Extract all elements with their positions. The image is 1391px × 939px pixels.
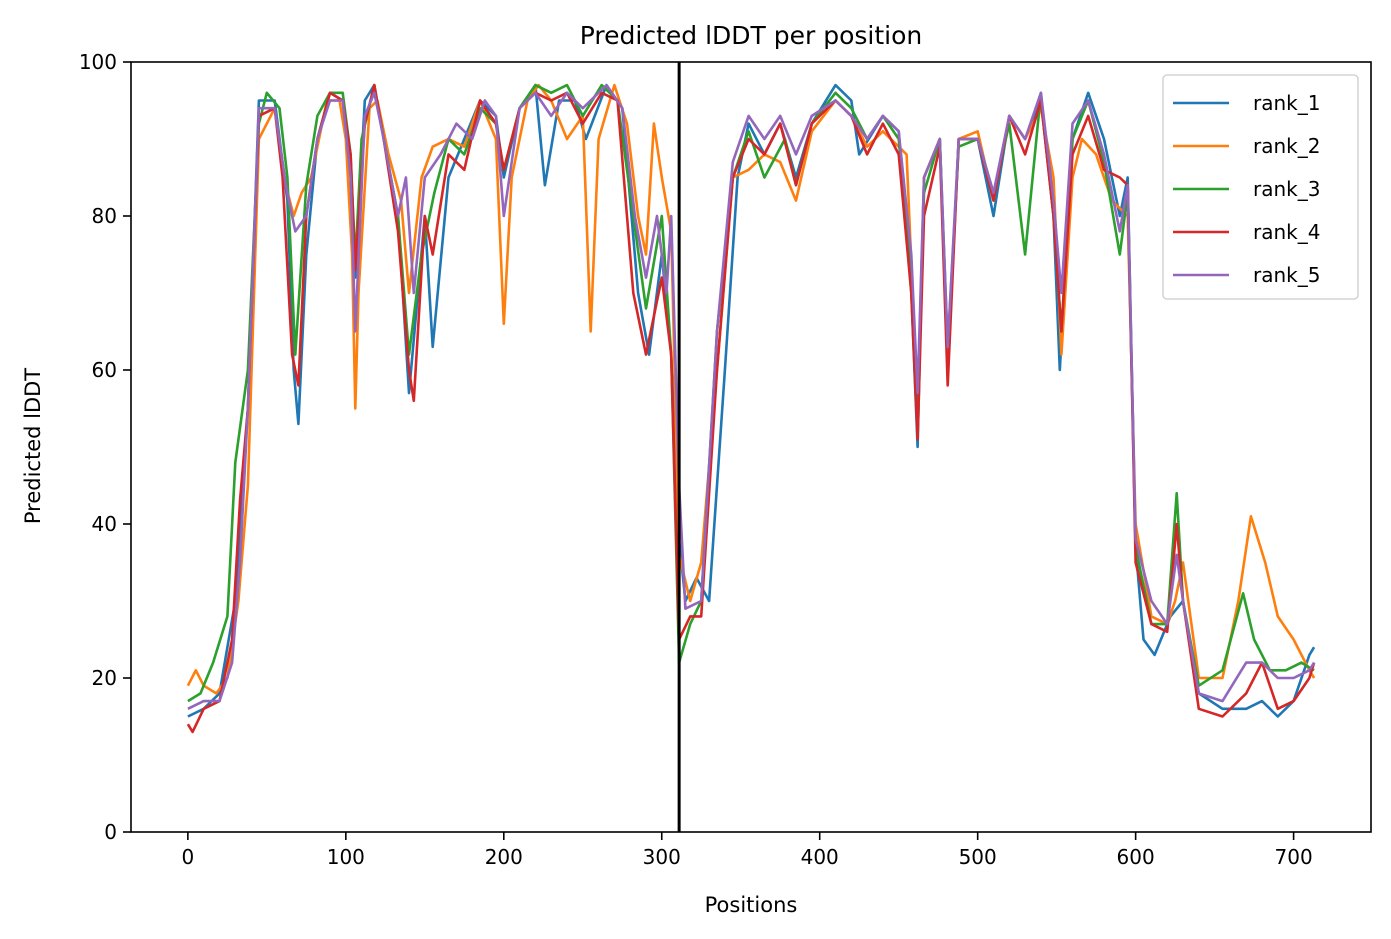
legend-label-rank_3: rank_3 [1253,177,1320,201]
legend-label-rank_1: rank_1 [1253,91,1320,115]
y-tick-label: 40 [92,512,117,536]
y-tick-label: 0 [104,820,117,844]
tick-layer: 0 100 200 300 400 500 600 700 0 20 40 60 80 100 [79,50,1313,869]
series-group [186,62,1316,832]
series-line-rank_5 [187,83,1316,710]
x-tick-label: 0 [181,845,194,869]
y-tick-label: 60 [92,358,117,382]
chart-title: Predicted lDDT per position [580,21,922,50]
x-axis-label: Positions [705,893,798,917]
x-tick-label: 400 [801,845,839,869]
plot-area [186,62,1316,832]
x-tick-label: 100 [327,845,365,869]
legend-label-rank_2: rank_2 [1253,134,1320,158]
y-axis-label: Predicted lDDT [21,368,45,524]
legend-label-rank_4: rank_4 [1253,220,1320,244]
legend: rank_1 rank_2 rank_3 rank_4 rank_5 [1162,74,1359,300]
y-tick-label: 100 [79,50,117,74]
x-tick-label: 200 [485,845,523,869]
x-tick-label: 500 [959,845,997,869]
legend-label-rank_5: rank_5 [1253,263,1320,287]
x-tick-label: 600 [1117,845,1155,869]
x-tick-label: 700 [1275,845,1313,869]
y-tick-label: 80 [92,204,117,228]
series-line-rank_4 [186,83,1316,734]
plot-frame [130,61,1372,833]
legend-box [1162,74,1359,300]
y-tick-label: 20 [92,666,117,690]
x-tick-label: 300 [643,845,681,869]
